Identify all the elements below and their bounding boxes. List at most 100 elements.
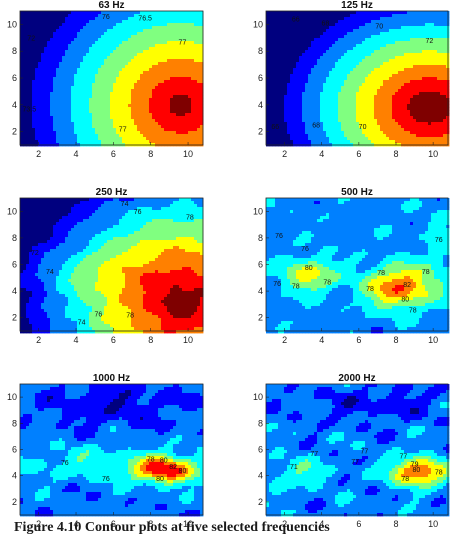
contour-cell bbox=[107, 119, 111, 123]
contour-cell bbox=[425, 38, 429, 42]
contour-cell bbox=[74, 20, 78, 24]
contour-cell bbox=[140, 53, 144, 57]
contour-cell bbox=[428, 107, 432, 111]
contour-cell bbox=[356, 110, 360, 114]
contour-cell bbox=[53, 14, 57, 18]
contour-cell bbox=[299, 11, 303, 15]
contour-cell bbox=[278, 89, 282, 93]
contour-cell bbox=[413, 41, 417, 45]
contour-cell bbox=[95, 41, 99, 45]
contour-cell bbox=[134, 92, 138, 96]
contour-cell bbox=[380, 17, 384, 21]
contour-cell bbox=[188, 26, 192, 30]
contour-cell bbox=[398, 62, 402, 66]
contour-cell bbox=[170, 107, 174, 111]
contour-cell bbox=[167, 140, 171, 144]
contour-cell bbox=[182, 83, 186, 87]
contour-cell bbox=[362, 59, 366, 63]
contour-cell bbox=[332, 47, 336, 51]
contour-cell bbox=[410, 113, 414, 117]
contour-cell bbox=[161, 125, 165, 129]
contour-cell bbox=[98, 74, 102, 78]
contour-cell bbox=[182, 125, 186, 129]
contour-cell bbox=[293, 23, 297, 27]
contour-cell bbox=[380, 38, 384, 42]
contour-cell bbox=[287, 11, 291, 15]
contour-cell bbox=[23, 38, 27, 42]
contour-cell bbox=[134, 113, 138, 117]
contour-cell bbox=[107, 68, 111, 72]
contour-cell bbox=[167, 62, 171, 66]
contour-cell bbox=[113, 50, 117, 54]
contour-cell bbox=[278, 83, 282, 87]
contour-cell bbox=[296, 110, 300, 114]
contour-cell bbox=[275, 17, 279, 21]
contour-cell bbox=[317, 101, 321, 105]
contour-cell bbox=[59, 44, 63, 48]
contour-cell bbox=[29, 53, 33, 57]
contour-cell bbox=[332, 68, 336, 72]
contour-cell bbox=[269, 71, 273, 75]
contour-cell bbox=[170, 11, 174, 15]
contour-cell bbox=[188, 89, 192, 93]
contour-cell bbox=[182, 131, 186, 135]
contour-cell bbox=[185, 35, 189, 39]
contour-cell bbox=[80, 104, 84, 108]
contour-cell bbox=[89, 56, 93, 60]
contour-cell bbox=[317, 44, 321, 48]
contour-cell bbox=[74, 71, 78, 75]
contour-cell bbox=[170, 14, 174, 18]
contour-cell bbox=[38, 98, 42, 102]
contour-cell bbox=[392, 23, 396, 27]
contour-cell bbox=[50, 47, 54, 51]
contour-cell bbox=[80, 128, 84, 132]
contour-cell bbox=[116, 23, 120, 27]
contour-cell bbox=[404, 113, 408, 117]
contour-cell bbox=[23, 95, 27, 99]
contour-cell bbox=[35, 50, 39, 54]
contour-cell bbox=[167, 89, 171, 93]
contour-cell bbox=[137, 95, 141, 99]
contour-cell bbox=[413, 71, 417, 75]
contour-cell bbox=[296, 62, 300, 66]
contour-cell bbox=[107, 137, 111, 141]
contour-cell bbox=[332, 53, 336, 57]
contour-cell bbox=[377, 104, 381, 108]
contour-cell bbox=[161, 23, 165, 27]
contour-cell bbox=[68, 83, 72, 87]
contour-cell bbox=[341, 74, 345, 78]
contour-cell bbox=[68, 86, 72, 90]
contour-cell bbox=[290, 56, 294, 60]
contour-cell bbox=[413, 68, 417, 72]
contour-cell bbox=[71, 101, 75, 105]
contour-cell bbox=[83, 44, 87, 48]
contour-cell bbox=[197, 95, 201, 99]
contour-cell bbox=[320, 119, 324, 123]
contour-cell bbox=[422, 20, 426, 24]
contour-cell bbox=[56, 17, 60, 21]
contour-cell bbox=[428, 23, 432, 27]
contour-cell bbox=[131, 20, 135, 24]
contour-cell bbox=[185, 41, 189, 45]
contour-cell bbox=[311, 53, 315, 57]
contour-cell bbox=[404, 110, 408, 114]
contour-cell bbox=[407, 20, 411, 24]
contour-cell bbox=[158, 116, 162, 120]
contour-cell bbox=[401, 74, 405, 78]
contour-cell bbox=[104, 62, 108, 66]
contour-cell bbox=[317, 86, 321, 90]
contour-cell bbox=[320, 71, 324, 75]
contour-cell bbox=[32, 20, 36, 24]
contour-cell bbox=[128, 101, 132, 105]
contour-cell bbox=[56, 38, 60, 42]
contour-cell bbox=[392, 68, 396, 72]
contour-cell bbox=[164, 32, 168, 36]
contour-cell bbox=[149, 56, 153, 60]
contour-cell bbox=[92, 50, 96, 54]
contour-cell bbox=[158, 137, 162, 141]
contour-cell bbox=[53, 110, 57, 114]
contour-cell bbox=[305, 77, 309, 81]
contour-cell bbox=[155, 140, 159, 144]
contour-cell bbox=[20, 140, 24, 144]
contour-cell bbox=[74, 119, 78, 123]
